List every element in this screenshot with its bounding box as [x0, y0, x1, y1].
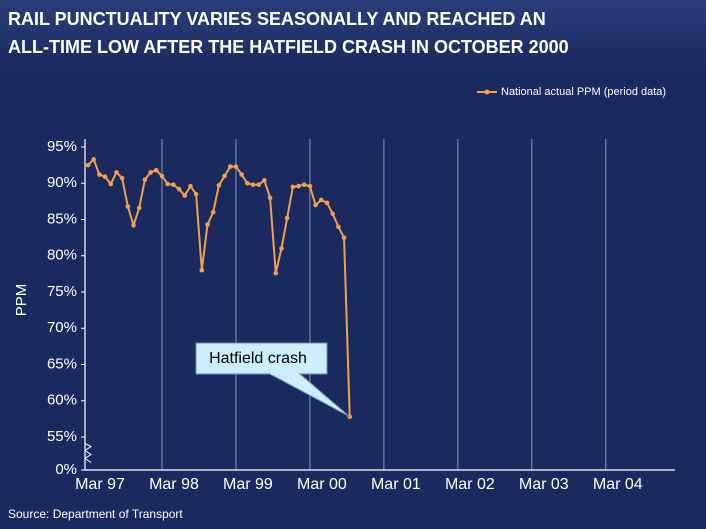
data-point: [301, 182, 307, 187]
annotation: Hatfield crash: [209, 350, 307, 367]
data-point: [341, 235, 347, 240]
data-point: [188, 183, 193, 189]
data-point: [125, 204, 131, 209]
data-point: [142, 177, 148, 182]
data-point: [136, 205, 142, 211]
data-point: [210, 209, 216, 215]
data-point: [199, 267, 205, 273]
data-point: [182, 193, 188, 198]
data-point: [114, 170, 119, 175]
data-point: [307, 183, 313, 189]
data-point: [239, 172, 244, 177]
x-tick-label: Mar 04: [593, 476, 643, 493]
data-point: [256, 182, 262, 187]
source-note: Source: Department of Transport: [8, 507, 183, 521]
data-point: [262, 178, 267, 183]
data-point: [313, 202, 318, 208]
y-axis-label: PPM: [13, 284, 30, 317]
data-point: [284, 215, 290, 221]
data-point: [148, 170, 153, 175]
data-point: [222, 173, 227, 179]
x-tick-label: Mar 01: [371, 476, 421, 493]
data-point: [91, 157, 96, 162]
data-point: [227, 164, 233, 169]
data-point: [153, 167, 159, 173]
data-point: [171, 182, 176, 187]
y-tick-label: 65%: [47, 355, 77, 372]
data-point: [97, 172, 102, 177]
y-tick-label: 60%: [47, 392, 77, 409]
data-point: [290, 184, 296, 190]
data-point: [324, 200, 330, 206]
chart-title: ALL-TIME LOW AFTER THE HATFIELD CRASH IN…: [8, 37, 569, 57]
data-point: [245, 180, 250, 186]
x-tick-label: Mar 97: [75, 476, 125, 493]
data-point: [193, 191, 199, 197]
data-point: [250, 182, 256, 187]
title-band: [0, 0, 706, 72]
data-point: [296, 183, 301, 189]
data-point: [119, 175, 125, 181]
x-tick-label: Mar 99: [223, 476, 273, 493]
data-point: [267, 195, 273, 201]
x-tick-label: Mar 02: [445, 476, 495, 493]
legend-marker: [484, 89, 490, 95]
x-tick-label: Mar 03: [519, 476, 569, 493]
data-point: [279, 246, 284, 251]
axis-break: [84, 443, 92, 463]
data-point: [273, 270, 279, 276]
data-point: [108, 181, 114, 187]
y-tick-label: 70%: [47, 319, 77, 336]
data-point: [131, 223, 136, 228]
data-point: [205, 222, 210, 227]
y-tick-label: 90%: [47, 174, 77, 191]
data-point: [102, 174, 108, 180]
x-tick-label: Mar 98: [149, 476, 199, 493]
y-tick-label: 75%: [47, 283, 77, 300]
y-tick-label: 55%: [47, 428, 77, 445]
callout-box: [195, 342, 328, 375]
y-tick-label: 95%: [47, 138, 77, 155]
data-point: [159, 173, 165, 179]
data-point: [176, 186, 182, 192]
x-tick-label: Mar 00: [297, 476, 347, 493]
data-point: [216, 183, 222, 188]
y-tick-label: 0%: [55, 461, 77, 478]
data-point: [330, 211, 335, 216]
callout-pointer-cover: [271, 372, 299, 375]
data-point: [165, 181, 170, 187]
data-point: [85, 162, 91, 168]
legend-label: National actual PPM (period data): [501, 86, 666, 98]
data-point: [318, 197, 324, 203]
chart-title: RAIL PUNCTUALITY VARIES SEASONALLY AND R…: [8, 9, 546, 29]
data-point: [336, 224, 341, 230]
data-point: [233, 164, 239, 169]
y-tick-label: 85%: [47, 210, 77, 227]
y-tick-label: 80%: [47, 247, 77, 264]
